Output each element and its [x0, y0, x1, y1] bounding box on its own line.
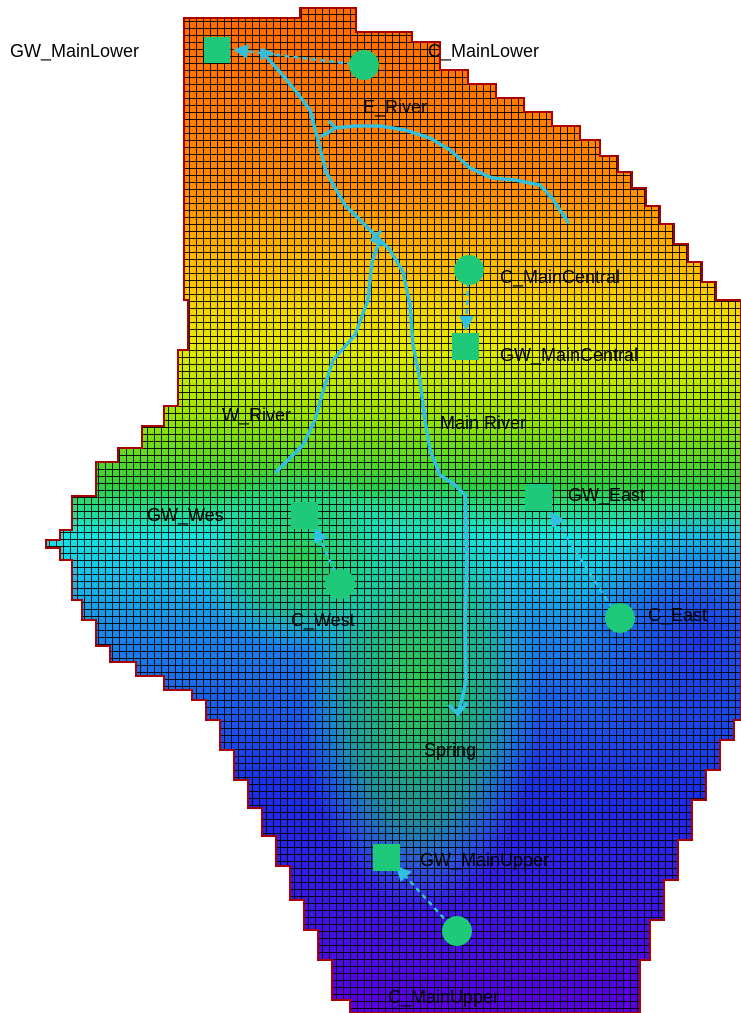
link-c-west-gw-wes[interactable]: [314, 527, 337, 573]
gw-mainupper-node[interactable]: [373, 844, 400, 871]
c-mainlower-label: C_MainLower: [428, 41, 539, 62]
link-c-mainupper-gw-mainupper[interactable]: [395, 865, 451, 926]
c-west-label: C_West: [291, 610, 355, 631]
gw-east-label: GW_East: [568, 485, 645, 506]
link-c-mainlower-gw-mainlower[interactable]: [233, 43, 353, 66]
main-river-line[interactable]: [260, 50, 469, 714]
gw-maincentral-node[interactable]: [452, 333, 479, 360]
gw-mainlower-node[interactable]: [204, 37, 230, 63]
c-maincentral-label: C_MainCentral: [500, 267, 620, 288]
c-east-label: C_East: [648, 605, 707, 626]
w-river-line[interactable]: [274, 238, 382, 474]
gw-mainupper-label: GW_MainUpper: [420, 850, 549, 871]
main-river-label: Main River: [440, 413, 526, 433]
e-river-line[interactable]: [333, 124, 570, 224]
c-mainlower-node[interactable]: [349, 50, 379, 80]
c-maincentral-node[interactable]: [454, 255, 484, 285]
w-river-label: W_River: [222, 405, 291, 426]
gw-wes-node[interactable]: [291, 502, 318, 529]
gw-east-node[interactable]: [525, 484, 552, 511]
map-labels: GW_MainLower C_MainLower E_River C_MainC…: [10, 41, 707, 1008]
groundwater-nodes: [204, 37, 552, 871]
gw-maincentral-label: GW_MainCentral: [500, 345, 638, 366]
c-mainupper-node[interactable]: [442, 916, 472, 946]
gw-mainlower-label: GW_MainLower: [10, 41, 139, 62]
river-network: [260, 48, 570, 716]
c-west-node[interactable]: [325, 569, 355, 599]
e-river-label: E_River: [363, 97, 427, 118]
c-mainupper-label: C_MainUpper: [388, 987, 499, 1008]
catchment-nodes: [325, 50, 635, 946]
link-c-east-gw-east[interactable]: [550, 511, 614, 609]
link-network: [233, 43, 614, 926]
domain-boundary: [45, 7, 741, 1013]
link-c-maincentral-gw-maincentral[interactable]: [459, 281, 475, 331]
c-east-node[interactable]: [605, 603, 635, 633]
spring-label: Spring: [424, 740, 476, 760]
gw-wes-label: GW_Wes: [147, 505, 224, 526]
